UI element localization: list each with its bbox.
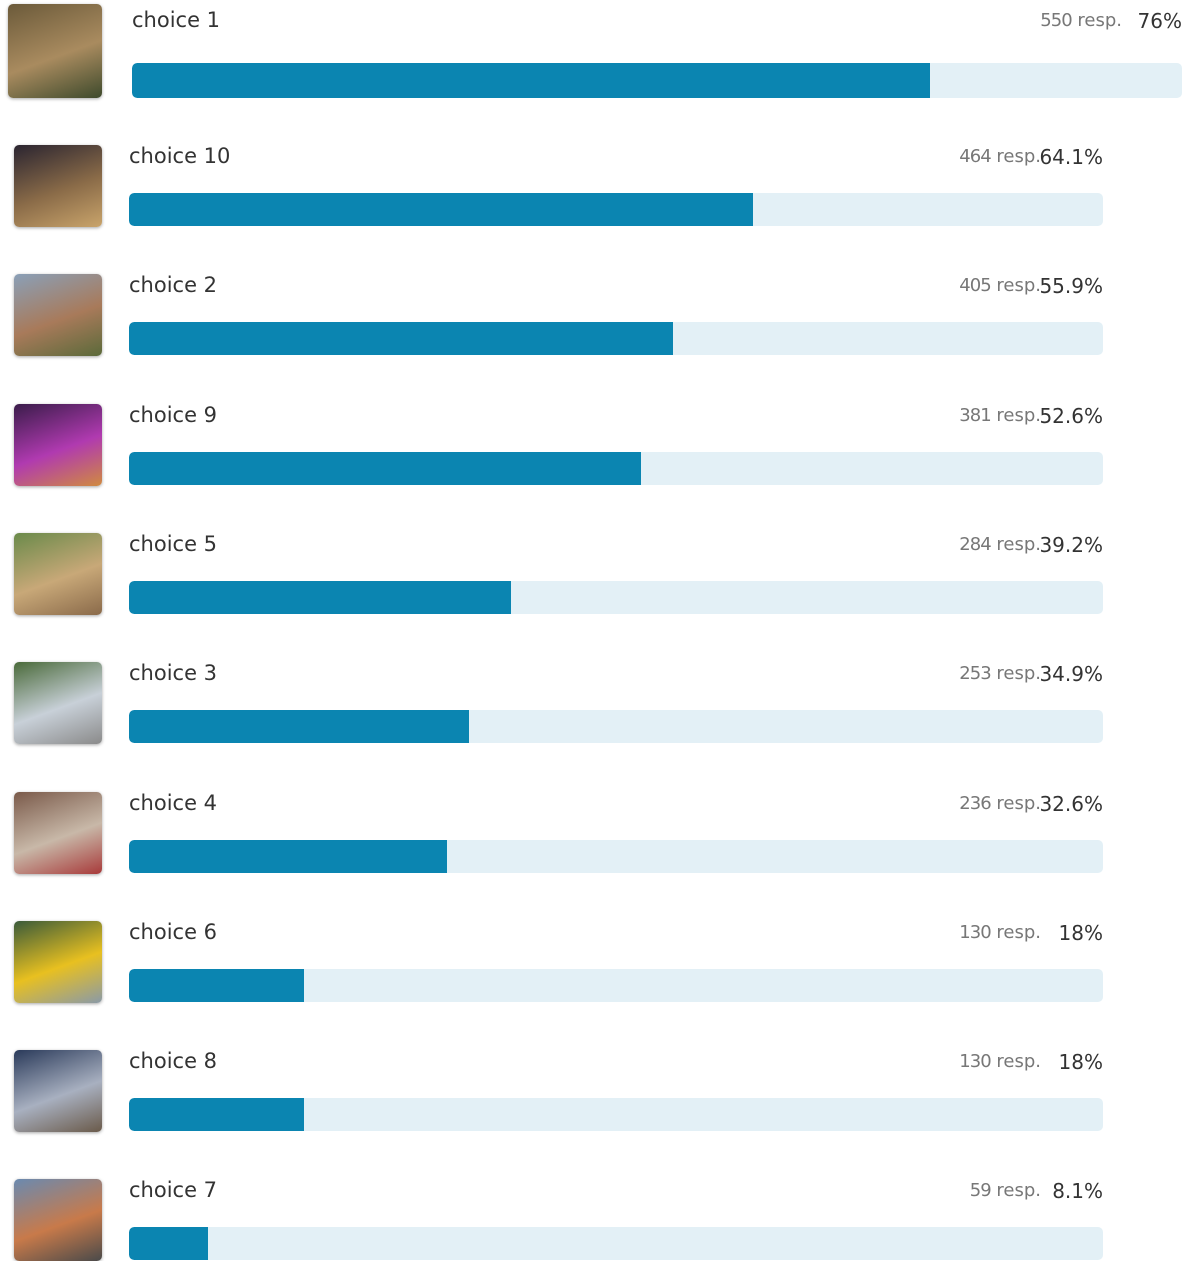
bar-track — [129, 580, 1103, 614]
bar-track — [129, 710, 1103, 744]
bar-track — [132, 63, 1182, 98]
text: resp. — [996, 146, 1041, 167]
text: resp. — [996, 275, 1041, 297]
text: 464 — [959, 146, 991, 167]
text: 550 — [1040, 10, 1072, 31]
bar-track — [129, 193, 1103, 226]
choice-label: choice 1 — [132, 8, 221, 32]
text: resp. — [996, 792, 1041, 814]
bar-track — [129, 839, 1103, 873]
text: resp. — [996, 1180, 1041, 1202]
percent-label: 55.9% — [1039, 274, 1103, 299]
bar — [129, 193, 754, 226]
bar — [129, 580, 511, 614]
percent-label: 8.1% — [1052, 1179, 1103, 1204]
bar-track — [129, 968, 1103, 1002]
thumbnail — [14, 1050, 102, 1133]
bar — [129, 451, 642, 485]
text: resp. — [996, 533, 1041, 555]
choice-label: choice 6 — [129, 919, 218, 944]
choice-label: choice 10 — [129, 144, 231, 168]
text: resp. — [1077, 10, 1122, 31]
thumbnail — [8, 4, 102, 98]
bar — [129, 710, 469, 744]
bar — [129, 839, 447, 873]
percent-label: 52.6% — [1039, 403, 1103, 428]
percent-label: 34.9% — [1039, 662, 1103, 687]
choice-label: choice 7 — [129, 1178, 218, 1203]
bar-track — [129, 1098, 1103, 1132]
text: 284 — [959, 533, 991, 555]
bar — [129, 1227, 208, 1261]
response-count: 464 resp. — [741, 146, 1041, 167]
choice-label: choice 2 — [129, 273, 218, 298]
choice-label: choice 5 — [129, 531, 218, 556]
bar — [129, 968, 305, 1002]
response-count: 284 resp. — [741, 534, 1041, 555]
text: 130 — [959, 1051, 991, 1073]
bar — [129, 1098, 305, 1132]
thumbnail — [14, 145, 102, 227]
text: resp. — [996, 1051, 1041, 1073]
response-count: 381 resp. — [741, 405, 1041, 426]
choice-label: choice 3 — [129, 661, 218, 686]
percent-label: 18% — [1058, 920, 1103, 945]
thumbnail — [14, 274, 102, 357]
response-count: 130 resp. — [741, 1051, 1041, 1072]
percent-label: 39.2% — [1039, 532, 1103, 557]
text: 130 — [959, 921, 991, 943]
response-count: 405 resp. — [741, 275, 1041, 296]
response-count: 236 resp. — [741, 793, 1041, 814]
thumbnail — [14, 403, 102, 486]
thumbnail — [14, 1179, 102, 1261]
thumbnail — [14, 920, 102, 1003]
percent-label: 76% — [1137, 9, 1182, 33]
thumbnail — [14, 791, 102, 874]
bar — [132, 63, 930, 98]
bar-track — [129, 451, 1103, 485]
choice-label: choice 4 — [129, 790, 218, 815]
text: 253 — [959, 663, 991, 685]
choice-label: choice 8 — [129, 1049, 218, 1074]
response-count: 550 resp. — [822, 10, 1122, 31]
bar-track — [129, 322, 1103, 356]
response-count: 59 resp. — [741, 1180, 1041, 1201]
thumbnail — [14, 532, 102, 615]
text: resp. — [996, 404, 1041, 426]
response-count: 253 resp. — [741, 663, 1041, 684]
text: 405 — [959, 275, 991, 297]
percent-label: 64.1% — [1039, 145, 1103, 169]
text: resp. — [996, 921, 1041, 943]
text: resp. — [996, 663, 1041, 685]
percent-label: 32.6% — [1039, 791, 1103, 816]
bar — [129, 322, 674, 356]
text: 236 — [959, 792, 991, 814]
text: 59 — [969, 1180, 992, 1202]
choice-label: choice 9 — [129, 402, 218, 427]
response-count: 130 resp. — [741, 922, 1041, 943]
percent-label: 18% — [1058, 1050, 1103, 1075]
text: 381 — [959, 404, 991, 426]
bar-track — [129, 1227, 1103, 1261]
thumbnail — [14, 662, 102, 745]
